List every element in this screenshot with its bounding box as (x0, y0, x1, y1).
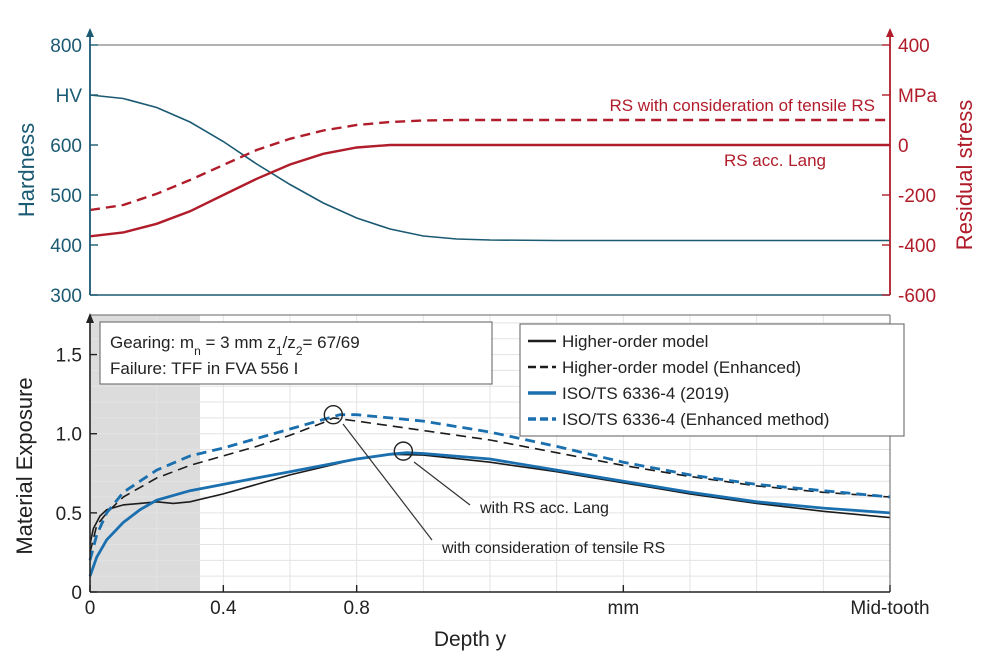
info-box-frame (99, 321, 493, 385)
legend-label-iso-enhanced: ISO/TS 6336-4 (Enhanced method) (562, 410, 829, 429)
hardness-curve (89, 94, 890, 242)
highlight-marker-circle (323, 405, 344, 425)
higher-order-enhanced-curve (89, 417, 891, 553)
top-right-tick-label: 400 (898, 36, 930, 57)
legend-label-higher-order: Higher-order model (562, 332, 708, 351)
highlight-marker-circle (393, 441, 414, 461)
callout-text-lang: with RS acc. Lang (479, 500, 609, 517)
x-tick-label: Mid-tooth (850, 598, 929, 619)
x-tick-label: 0.8 (343, 598, 369, 619)
iso-enhanced-curve (88, 413, 891, 561)
bottom-y-axis-arrow (86, 313, 94, 323)
info-box: Gearing: mn = 3 mm z1/z2= 67/69 Failure:… (99, 321, 493, 385)
legend-label-higher-order-enhanced: Higher-order model (Enhanced) (562, 358, 801, 377)
top-right-tick-label: MPa (898, 86, 938, 107)
x-tick-label: 0 (85, 598, 96, 619)
bottom-y-tick-label: 0.5 (56, 504, 82, 525)
callout-leader-tensile (342, 423, 433, 541)
top-left-axis-arrow (86, 28, 94, 37)
top-right-tick-label: -400 (898, 236, 936, 257)
top-left-tick-label: 800 (50, 36, 82, 57)
top-right-tick-label: -600 (898, 286, 936, 307)
rs-lang-curve (89, 143, 890, 238)
bottom-y-tick-label: 1.5 (56, 346, 82, 367)
callout-leader-lang (413, 461, 471, 506)
top-left-axis-label: Hardness (14, 123, 39, 217)
callout-text-tensile: with consideration of tensile RS (441, 540, 665, 557)
top-left-tick-label: 600 (50, 136, 82, 157)
annotation-rs-tensile: RS with consideration of tensile RS (609, 96, 875, 115)
top-left-tick-label: 300 (50, 286, 82, 307)
bottom-y-axis-label: Material Exposure (12, 377, 37, 554)
top-right-tick-label: -200 (898, 186, 936, 207)
top-left-tick-label: 500 (50, 186, 82, 207)
top-left-tick-label: HV (56, 86, 83, 107)
x-tick-label: 0.4 (210, 598, 237, 619)
higher-order-curve (89, 453, 891, 545)
annotation-rs-lang: RS acc. Lang (724, 151, 826, 170)
top-right-axis-label: Residual stress (952, 100, 977, 250)
bottom-y-tick-label: 0 (71, 583, 82, 604)
legend: Higher-order model Higher-order model (E… (519, 323, 905, 437)
x-axis-label: Depth y (434, 628, 507, 651)
rs-tensile-curve (89, 118, 890, 212)
x-tick-label: mm (608, 598, 640, 619)
top-right-axis-arrow (886, 28, 894, 37)
iso-2019-curve (88, 451, 891, 577)
legend-label-iso-2019: ISO/TS 6336-4 (2019) (562, 384, 729, 403)
top-right-tick-label: 0 (898, 136, 909, 157)
bottom-y-tick-label: 1.0 (56, 425, 82, 446)
info-failure-line: Failure: TFF in FVA 556 I (110, 359, 298, 378)
legend-frame (519, 323, 905, 437)
top-left-tick-label: 400 (50, 236, 82, 257)
